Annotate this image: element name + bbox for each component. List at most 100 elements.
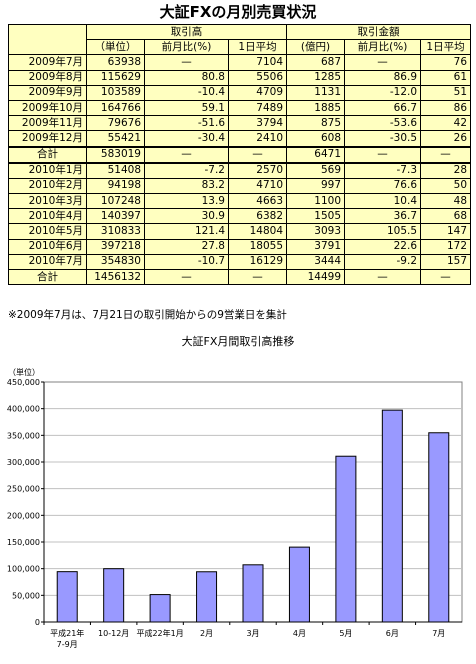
column-header: 1日平均: [420, 39, 472, 56]
table-cell: 16129: [227, 253, 288, 271]
table-cell: 48: [420, 193, 472, 210]
x-tick-label: 3月: [246, 629, 259, 638]
table-cell: 13.9: [144, 193, 229, 210]
table-cell: 76.6: [344, 177, 422, 195]
subheader-row: （単位） 前月比(%) 1日平均 (億円) 前月比(%) 1日平均: [9, 39, 472, 56]
table-row: 2009年9月 103589 -10.4 4709 1131 -12.0 51: [8, 84, 472, 101]
table-cell: 1285: [286, 69, 346, 86]
table-cell: 107248: [86, 193, 145, 210]
row-label: 2009年10月: [8, 99, 87, 117]
table-cell: 7489: [227, 99, 288, 117]
y-tick-label: 50,000: [12, 591, 40, 600]
table-row: 2010年2月 94198 83.2 4710 997 76.6 50: [8, 177, 472, 195]
table-cell: 1456132: [86, 268, 145, 286]
table-row: 2010年4月 140397 30.9 6382 1505 36.7 68: [8, 208, 472, 225]
column-header: 1日平均: [227, 39, 288, 56]
bar: [56, 571, 78, 623]
table-cell: —: [144, 54, 229, 71]
table-cell: 1100: [286, 193, 346, 210]
table-row: 2009年11月 79676 -51.6 3794 875 -53.6 42: [8, 115, 472, 132]
x-tick-label: 5月: [339, 629, 352, 638]
trading-table: 取引高 取引金額 （単位） 前月比(%) 1日平均 (億円) 前月比(%) 1日平均 2009年…: [8, 23, 472, 286]
table-cell: -7.2: [144, 162, 229, 179]
table-cell: 86.9: [344, 69, 422, 86]
table-cell: -53.6: [344, 115, 422, 132]
table-cell: 28: [420, 162, 472, 179]
table-cell: —: [227, 268, 288, 286]
row-label: 2009年7月: [8, 54, 87, 71]
table-cell: —: [344, 145, 422, 164]
row-label: 2010年6月: [8, 238, 87, 255]
y-tick-label: 300,000: [7, 458, 40, 467]
x-tick-label: 平成22年1月: [136, 628, 183, 638]
table-cell: 875: [286, 115, 346, 132]
row-label: 2010年3月: [8, 193, 87, 210]
x-tick-label: 10-12月: [98, 629, 129, 638]
table-cell: 397218: [86, 238, 145, 255]
y-tick-label: 150,000: [7, 538, 40, 547]
row-label: 2010年2月: [8, 177, 87, 195]
table-cell: 157: [420, 253, 472, 271]
table-cell: —: [144, 268, 229, 286]
x-tick-label: 4月: [293, 629, 306, 638]
table-cell: 14804: [227, 223, 288, 240]
table-cell: 10.4: [344, 193, 422, 210]
y-axis-label: （単位）: [8, 367, 40, 377]
table-cell: 14499: [286, 268, 346, 286]
table-cell: 1131: [286, 84, 346, 101]
table-row: 2009年10月 164766 59.1 7489 1885 66.7 86: [8, 99, 472, 117]
table-cell: 86: [420, 99, 472, 117]
table-cell: 83.2: [144, 177, 229, 195]
column-header: 前月比(%): [344, 39, 422, 56]
bar: [381, 409, 403, 623]
table-cell: 2570: [227, 162, 288, 179]
table-cell: 608: [286, 130, 346, 148]
row-label: 合計: [8, 145, 87, 164]
table-cell: 140397: [86, 208, 145, 225]
table-title: 大証FXの月別売買状況: [159, 3, 317, 21]
y-tick-label: 100,000: [7, 565, 40, 574]
bar: [242, 564, 264, 623]
table-cell: 4709: [227, 84, 288, 101]
column-header: (億円): [286, 39, 346, 56]
table-cell: 997: [286, 177, 346, 195]
bar: [103, 568, 125, 623]
group-header-amount: 取引金額: [286, 23, 472, 41]
table-cell: 80.8: [144, 69, 229, 86]
table-cell: 30.9: [144, 208, 229, 225]
header-row: 取引高 取引金額: [8, 23, 472, 56]
y-tick-label: 450,000: [7, 378, 40, 387]
bar-chart: （単位） 0 50,000 100,000 150,000 200,000 250,000 3…: [7, 367, 463, 649]
column-header: 前月比(%): [144, 39, 229, 56]
bar: [428, 432, 450, 623]
table-cell: -10.7: [144, 253, 229, 271]
table-cell: 310833: [86, 223, 145, 240]
table-cell: 103589: [86, 84, 145, 101]
y-tick-label: 200,000: [7, 511, 40, 520]
table-cell: 3791: [286, 238, 346, 255]
row-label: 合計: [8, 268, 87, 286]
table-cell: 3093: [286, 223, 346, 240]
row-label: 2009年9月: [8, 84, 87, 101]
table-cell: —: [227, 145, 288, 164]
subtotal-row: 合計 583019— —6471— —: [8, 145, 472, 164]
table-cell: —: [420, 145, 472, 164]
table-cell: 63938: [86, 54, 145, 71]
y-tick-label: 350,000: [7, 431, 40, 440]
row-label: 2009年11月: [8, 115, 87, 132]
row-label: 2009年12月: [8, 130, 87, 148]
table-cell: 6471: [286, 145, 346, 164]
table-cell: 1505: [286, 208, 346, 225]
table-row: 2010年5月 310833 121.4 14804 3093 105.5 147: [8, 223, 472, 240]
table-cell: 3794: [227, 115, 288, 132]
table-cell: 42: [420, 115, 472, 132]
bar: [149, 594, 171, 623]
table-cell: 79676: [86, 115, 145, 132]
table-row: 2010年3月 107248 13.9 4663 1100 10.4 48: [8, 193, 472, 210]
table-cell: 7104: [227, 54, 288, 71]
table-cell: 2410: [227, 130, 288, 148]
table-cell: -30.5: [344, 130, 422, 148]
table-cell: 68: [420, 208, 472, 225]
table-cell: 51408: [86, 162, 145, 179]
table-cell: -10.4: [144, 84, 229, 101]
